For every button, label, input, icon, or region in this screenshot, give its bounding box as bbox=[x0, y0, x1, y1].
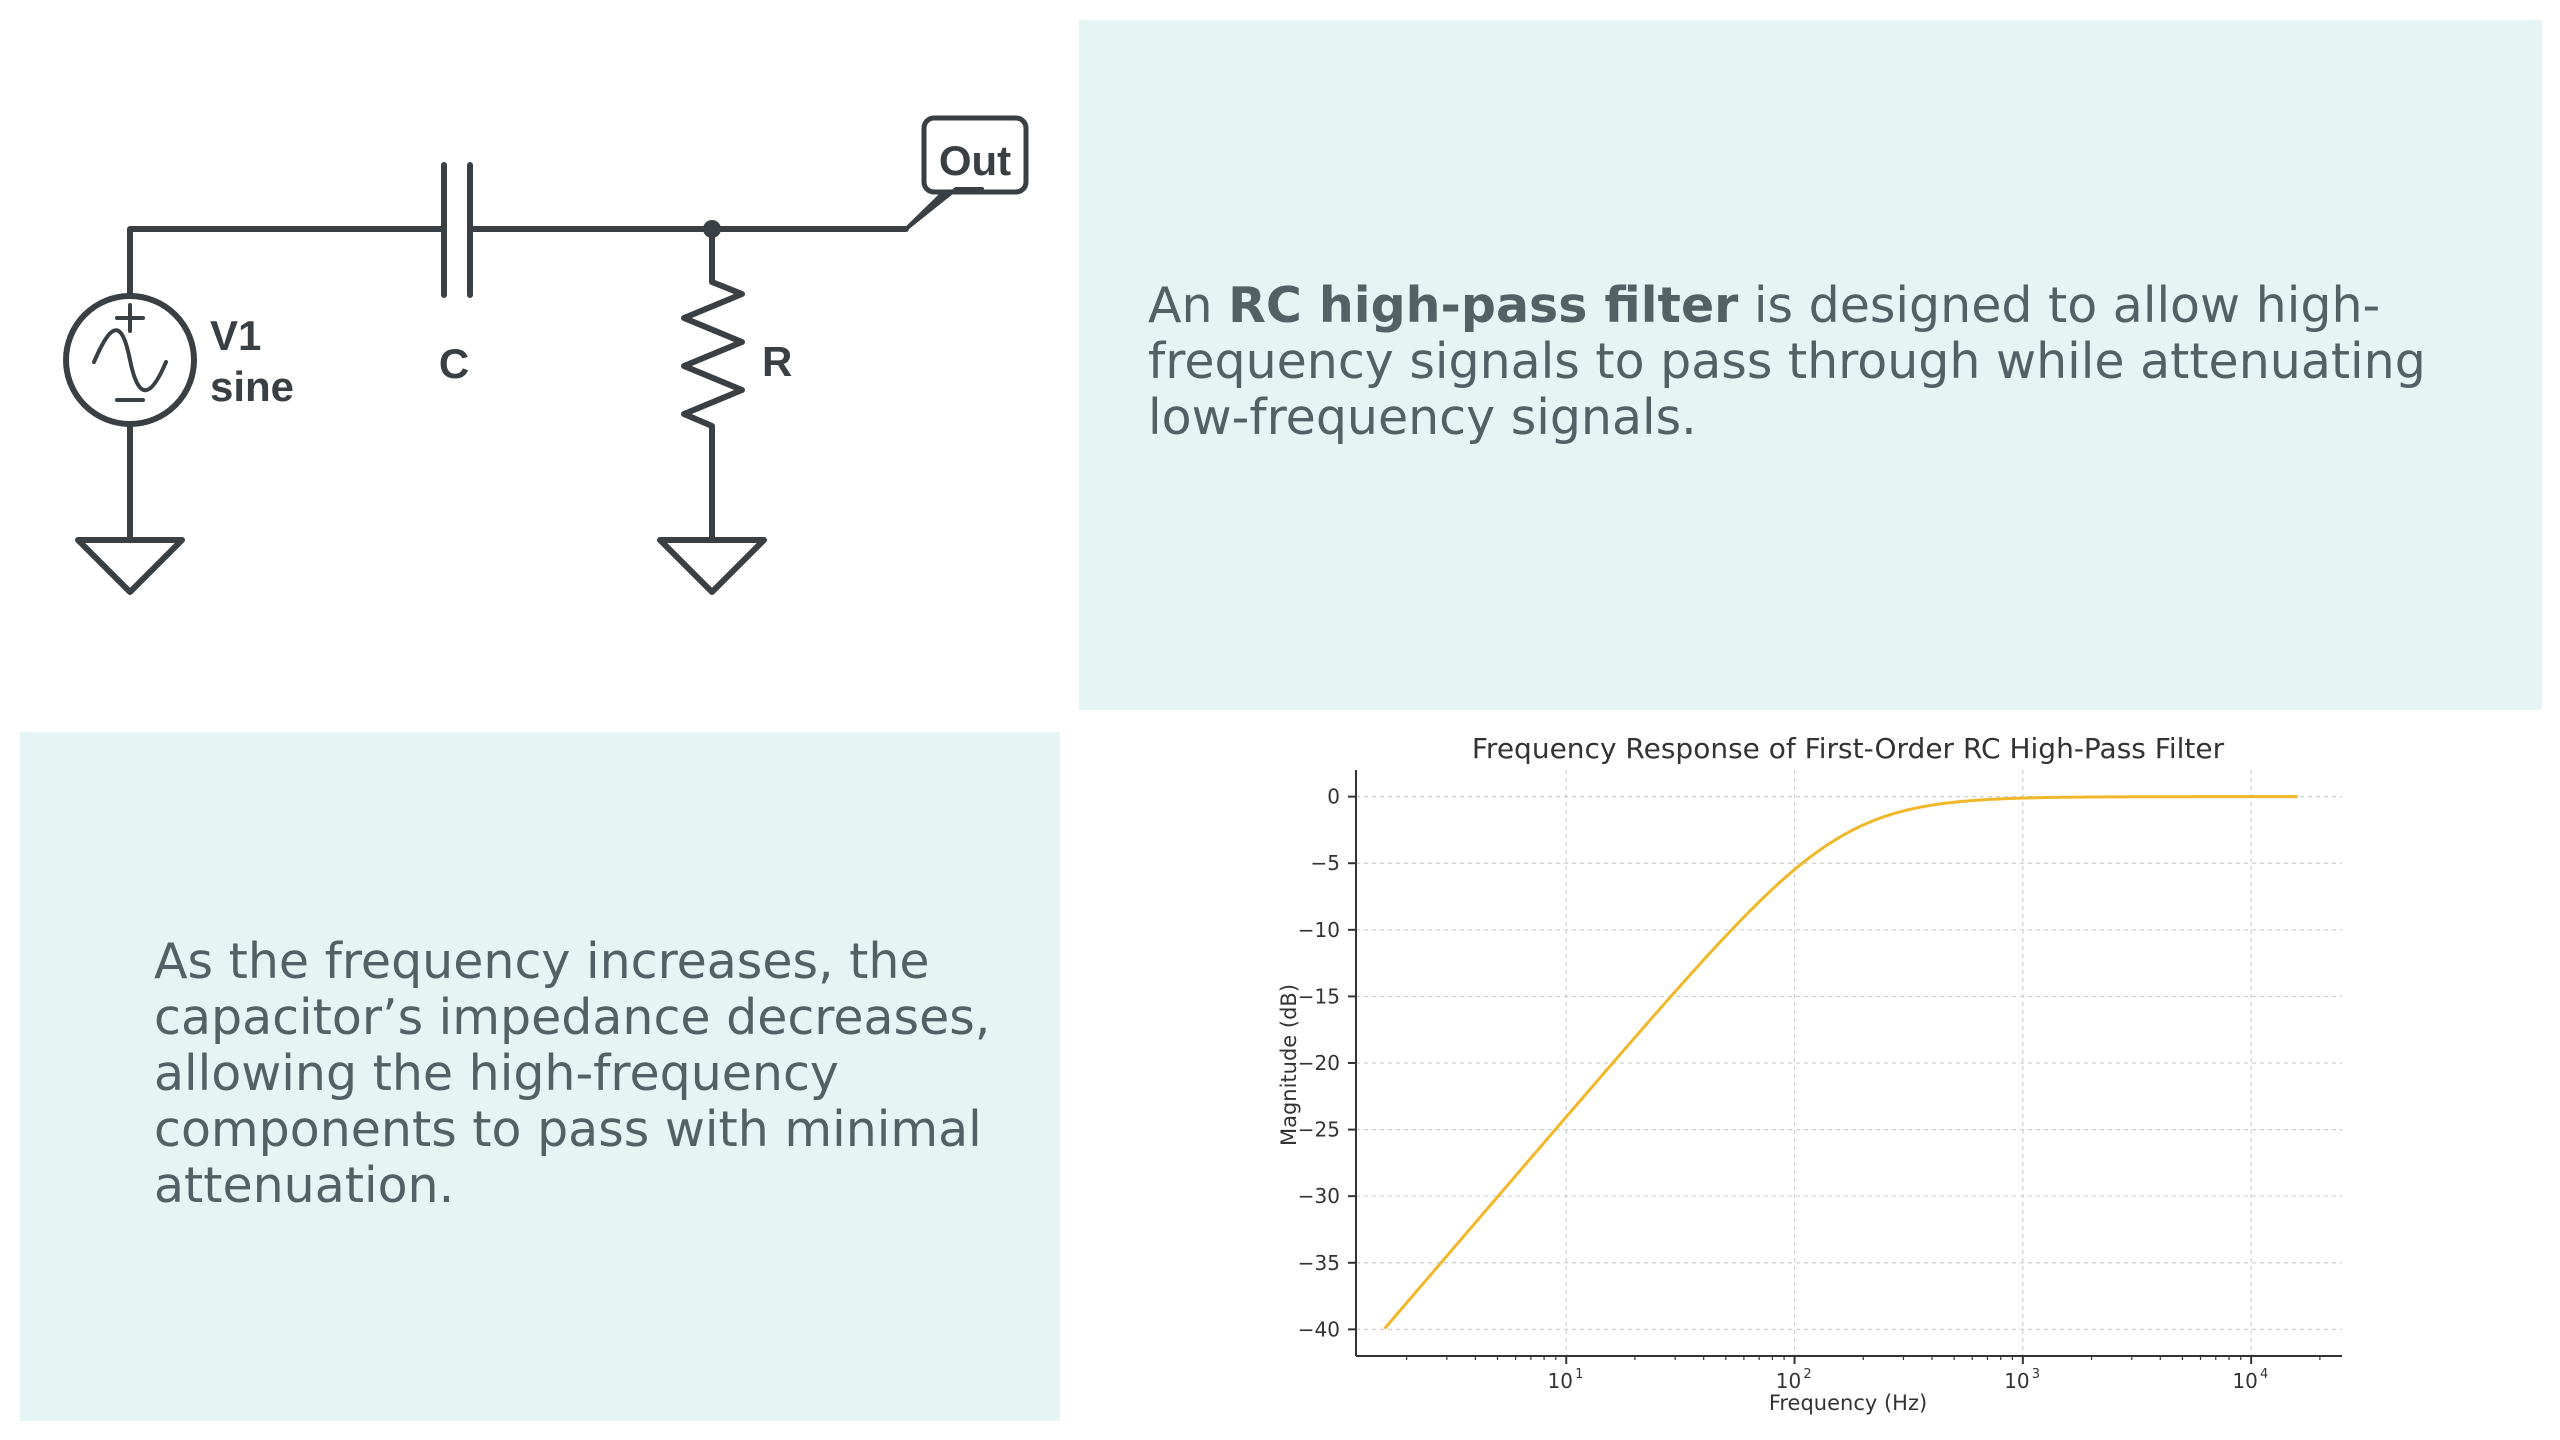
y-tick-label: −15 bbox=[1298, 984, 1340, 1008]
output-label: Out bbox=[939, 137, 1011, 184]
junction-dot bbox=[703, 220, 721, 238]
y-tick-label: −25 bbox=[1298, 1118, 1340, 1142]
x-tick-label: 10 bbox=[2232, 1369, 2257, 1393]
voltage-source-circle bbox=[63, 293, 197, 427]
x-tick-exponent: 4 bbox=[2260, 1367, 2268, 1382]
y-tick-label: −5 bbox=[1311, 851, 1340, 875]
source-type-label: sine bbox=[210, 363, 294, 410]
wire-source-top bbox=[127, 226, 447, 299]
capacitor-label: C bbox=[439, 340, 469, 387]
output-label-box bbox=[921, 115, 1029, 195]
y-tick-label: −30 bbox=[1298, 1184, 1340, 1208]
source-label: V1 bbox=[210, 312, 261, 359]
ground-symbol-left bbox=[75, 537, 185, 595]
x-tick-exponent: 3 bbox=[2032, 1367, 2040, 1382]
y-tick-label: −20 bbox=[1298, 1051, 1340, 1075]
resistor-zigzag bbox=[681, 226, 745, 543]
chart-title: Frequency Response of First-Order RC Hig… bbox=[1472, 732, 2225, 765]
x-tick-label: 10 bbox=[1776, 1369, 1801, 1393]
x-axis-label: Frequency (Hz) bbox=[1769, 1391, 1927, 1415]
intro-paragraph: An RC high-pass filter is designed to al… bbox=[1148, 278, 2528, 446]
x-tick-label: 10 bbox=[1548, 1369, 1573, 1393]
sine-wave-icon bbox=[92, 328, 168, 393]
intro-bold-term: RC high-pass filter bbox=[1228, 277, 1739, 334]
y-axis-label: Magnitude (dB) bbox=[1277, 984, 1301, 1146]
explanation-panel: As the frequency increases, the capacito… bbox=[20, 732, 1060, 1421]
y-tick-label: 0 bbox=[1327, 785, 1340, 809]
x-tick-label: 10 bbox=[2004, 1369, 2029, 1393]
behavior-paragraph: As the frequency increases, the capacito… bbox=[154, 933, 991, 1214]
x-tick-exponent: 2 bbox=[1803, 1367, 1811, 1382]
output-flag-pointer bbox=[904, 187, 984, 231]
x-tick-exponent: 1 bbox=[1575, 1367, 1583, 1382]
y-tick-label: −35 bbox=[1298, 1251, 1340, 1275]
y-tick-label: −40 bbox=[1298, 1317, 1340, 1341]
ground-symbol-right bbox=[657, 537, 767, 595]
y-tick-label: −10 bbox=[1298, 918, 1340, 942]
series-magnitude-line bbox=[1383, 795, 2298, 1330]
description-panel: An RC high-pass filter is designed to al… bbox=[1079, 20, 2542, 710]
resistor-label: R bbox=[762, 338, 792, 385]
intro-prefix: An bbox=[1148, 277, 1229, 334]
circuit-schematic: V1 sine C R Out bbox=[63, 115, 1029, 595]
intro-suffix: is designed to allow high-frequency sign… bbox=[1148, 277, 2426, 446]
